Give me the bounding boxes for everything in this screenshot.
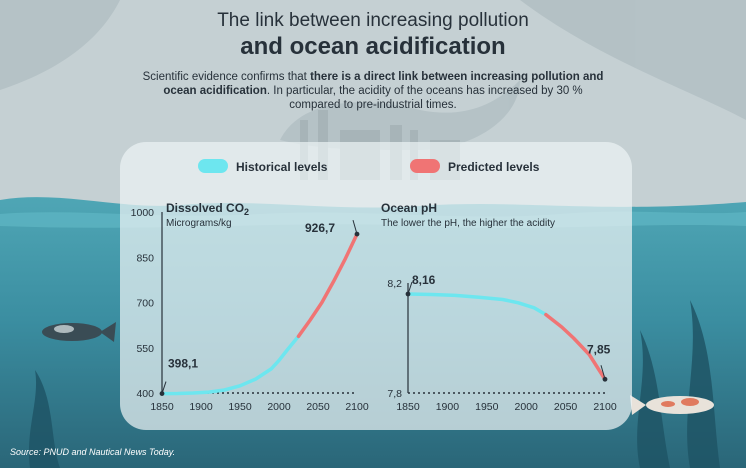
ph-x-tick-label: 1900 [436,401,460,413]
co2-x-tick-label: 1850 [150,401,174,413]
ph-x-tick-label: 2100 [593,401,617,413]
co2-historical-line [160,334,301,396]
ph-x-tick-label: 2000 [515,401,539,413]
ph-y-tick-label: 8,2 [387,278,402,290]
subtitle-intro: Scientific evidence confirms that [142,71,311,83]
legend-label-predicted: Predicted levels [448,160,540,174]
legend-swatch-predicted [410,159,440,173]
ph-annotation-leader [407,281,413,295]
title-line-2: and ocean acidification [240,33,506,60]
legend: Historical levels Predicted levels [198,159,540,174]
co2-y-tick-label: 700 [136,298,154,310]
ph-chart-title: Ocean pH [381,201,437,215]
co2-annotation-leader [352,219,358,235]
co2-annotation-label: 398,1 [168,357,198,371]
seaweed [28,300,720,468]
legend-label-historical: Historical levels [236,160,328,174]
ph-y-tick-label: 7,8 [387,388,402,400]
ph-annotation-leader [600,365,606,380]
source-note: Source: PNUD and Nautical News Today. [10,447,176,457]
co2-predicted-line [296,232,359,339]
co2-annotation-label: 926,7 [305,221,335,235]
co2-y-axis-label: Micrograms/kg [166,218,232,229]
ph-y-axis-label: The lower the pH, the higher the acidity [381,218,555,229]
co2-x-tick-label: 1900 [189,401,213,413]
ph-x-tick-label: 1850 [396,401,420,413]
co2-x-tick-label: 2100 [345,401,369,413]
ph-x-tick-label: 1950 [475,401,499,413]
fish-right [630,395,714,415]
co2-title-subscript: 2 [244,207,249,217]
co2-annotation-leader [161,381,167,394]
co2-y-tick-label: 850 [136,252,154,264]
co2-title-text: Dissolved CO [166,201,244,215]
ph-annotation-label: 7,85 [587,342,611,356]
co2-chart-title: Dissolved CO2 [166,201,249,217]
co2-y-tick-label: 400 [136,388,154,400]
ph-predicted-line [544,312,607,382]
co2-x-tick-label: 1950 [228,401,252,413]
co2-annotation-point [354,231,360,237]
subtitle: Scientific evidence confirms that there … [140,70,606,112]
ph-x-tick-label: 2050 [554,401,578,413]
subtitle-detail: . In particular, the acidity of the ocea… [266,85,583,111]
chart-panel [120,142,632,430]
co2-chart: Dissolved CO2 Micrograms/kg 400 550 700 850… [131,201,369,413]
fish-left [42,322,116,342]
ph-historical-line [406,292,548,317]
title-line-1: The link between increasing pollution [217,10,529,31]
co2-y-tick-label: 550 [136,343,154,355]
co2-x-tick-label: 2050 [306,401,330,413]
co2-y-tick-label: 1000 [131,207,155,219]
legend-swatch-historical [198,159,228,173]
co2-x-tick-label: 2000 [267,401,291,413]
subtitle-highlight: there is a direct link between increasin… [163,71,604,97]
ph-annotation-label: 8,16 [412,273,436,287]
ph-chart: Ocean pH The lower the pH, the higher th… [381,201,617,413]
